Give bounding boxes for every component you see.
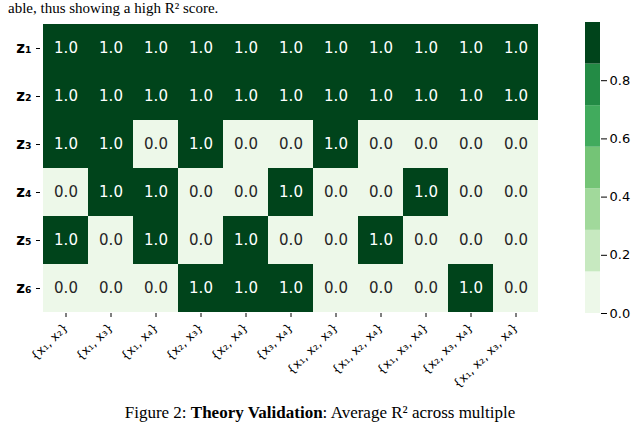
svg-text:0.0: 0.0: [324, 183, 348, 201]
svg-text:0.0: 0.0: [369, 183, 393, 201]
svg-text:1.0: 1.0: [144, 87, 168, 105]
html-text:able, thus showing a high R² s: able, thus showing a high R² score.: [8, 0, 219, 16]
svg-text:1.0: 1.0: [189, 39, 213, 57]
svg-text:0.0: 0.0: [54, 279, 78, 297]
svg-text:0.0: 0.0: [99, 279, 123, 297]
svg-text:0.0: 0.0: [459, 135, 483, 153]
svg-text:1.0: 1.0: [414, 39, 438, 57]
svg-text:0.6: 0.6: [610, 131, 631, 146]
svg-text:0.2: 0.2: [610, 247, 631, 262]
svg-text:0.0: 0.0: [279, 135, 303, 153]
svg-text:{x₂, x₃}: {x₂, x₃}: [163, 320, 206, 363]
svg-text:0.0: 0.0: [144, 135, 168, 153]
svg-text:1.0: 1.0: [99, 39, 123, 57]
svg-text:0.0: 0.0: [459, 231, 483, 249]
svg-text:z₂: z₂: [16, 87, 31, 105]
svg-text:1.0: 1.0: [324, 39, 348, 57]
svg-text:1.0: 1.0: [459, 39, 483, 57]
svg-text:0.0: 0.0: [414, 279, 438, 297]
svg-text:0.4: 0.4: [610, 189, 631, 204]
svg-text:1.0: 1.0: [459, 279, 483, 297]
svg-text:1.0: 1.0: [369, 231, 393, 249]
svg-text:1.0: 1.0: [54, 39, 78, 57]
svg-text:0.0: 0.0: [324, 279, 348, 297]
svg-text:1.0: 1.0: [144, 183, 168, 201]
svg-text:0.0: 0.0: [369, 135, 393, 153]
svg-text:0.0: 0.0: [234, 135, 258, 153]
svg-text:1.0: 1.0: [279, 87, 303, 105]
svg-text:1.0: 1.0: [99, 87, 123, 105]
svg-text:{x₂, x₃, x₄}: {x₂, x₃, x₄}: [419, 320, 476, 377]
svg-text:{x₁, x₄}: {x₁, x₄}: [118, 320, 161, 363]
svg-text:1.0: 1.0: [189, 87, 213, 105]
svg-text:{x₁, x₂}: {x₁, x₂}: [28, 320, 71, 363]
svg-text:1.0: 1.0: [279, 39, 303, 57]
svg-text:1.0: 1.0: [324, 135, 348, 153]
svg-text:1.0: 1.0: [414, 183, 438, 201]
svg-text:1.0: 1.0: [459, 87, 483, 105]
svg-text:1.0: 1.0: [234, 279, 258, 297]
svg-text:{x₂, x₄}: {x₂, x₄}: [208, 320, 251, 363]
svg-text:{x₁, x₂, x₄}: {x₁, x₂, x₄}: [329, 320, 386, 377]
svg-text:{x₁, x₂, x₃}: {x₁, x₂, x₃}: [284, 320, 341, 377]
svg-text:1.0: 1.0: [54, 87, 78, 105]
svg-text:{x₁, x₃, x₄}: {x₁, x₃, x₄}: [374, 320, 431, 377]
svg-text:0.0: 0.0: [459, 183, 483, 201]
svg-text:{x₁, x₃}: {x₁, x₃}: [73, 320, 116, 363]
svg-text:0.0: 0.0: [234, 183, 258, 201]
svg-text:1.0: 1.0: [279, 183, 303, 201]
svg-text:{x₁, x₂, x₃, x₄}: {x₁, x₂, x₃, x₄}: [450, 320, 521, 391]
svg-text:1.0: 1.0: [324, 87, 348, 105]
svg-text:1.0: 1.0: [504, 87, 528, 105]
svg-text:1.0: 1.0: [144, 231, 168, 249]
svg-text:0.0: 0.0: [414, 135, 438, 153]
html-text:Figure 2: Theory Validation: A: Figure 2: Theory Validation: Average R² …: [124, 403, 516, 422]
svg-text:1.0: 1.0: [234, 87, 258, 105]
svg-text:1.0: 1.0: [99, 183, 123, 201]
svg-text:1.0: 1.0: [54, 231, 78, 249]
svg-text:1.0: 1.0: [189, 135, 213, 153]
svg-text:0.0: 0.0: [414, 231, 438, 249]
svg-text:z₁: z₁: [16, 39, 31, 57]
svg-text:0.0: 0.0: [144, 279, 168, 297]
svg-text:0.0: 0.0: [504, 183, 528, 201]
svg-text:0.0: 0.0: [504, 231, 528, 249]
svg-text:0.0: 0.0: [504, 135, 528, 153]
svg-text:1.0: 1.0: [414, 87, 438, 105]
svg-text:0.0: 0.0: [189, 183, 213, 201]
svg-text:0.0: 0.0: [99, 231, 123, 249]
svg-text:0.0: 0.0: [324, 231, 348, 249]
svg-text:1.0: 1.0: [234, 39, 258, 57]
svg-text:1.0: 1.0: [189, 279, 213, 297]
svg-text:0.0: 0.0: [189, 231, 213, 249]
svg-text:1.0: 1.0: [279, 279, 303, 297]
svg-text:1.0: 1.0: [234, 231, 258, 249]
svg-text:0.0: 0.0: [279, 231, 303, 249]
svg-text:1.0: 1.0: [144, 39, 168, 57]
svg-text:0.0: 0.0: [369, 279, 393, 297]
svg-text:1.0: 1.0: [369, 87, 393, 105]
svg-text:1.0: 1.0: [99, 135, 123, 153]
svg-text:1.0: 1.0: [369, 39, 393, 57]
svg-text:0.0: 0.0: [504, 279, 528, 297]
svg-text:0.0: 0.0: [610, 306, 631, 321]
svg-text:z₃: z₃: [16, 135, 31, 153]
svg-text:z₆: z₆: [16, 279, 31, 297]
svg-text:0.8: 0.8: [610, 73, 631, 88]
svg-text:{x₃, x₄}: {x₃, x₄}: [253, 320, 296, 363]
svg-text:1.0: 1.0: [54, 135, 78, 153]
svg-text:z₅: z₅: [16, 231, 31, 249]
svg-text:1.0: 1.0: [504, 39, 528, 57]
svg-text:z₄: z₄: [16, 183, 31, 201]
svg-text:0.0: 0.0: [54, 183, 78, 201]
